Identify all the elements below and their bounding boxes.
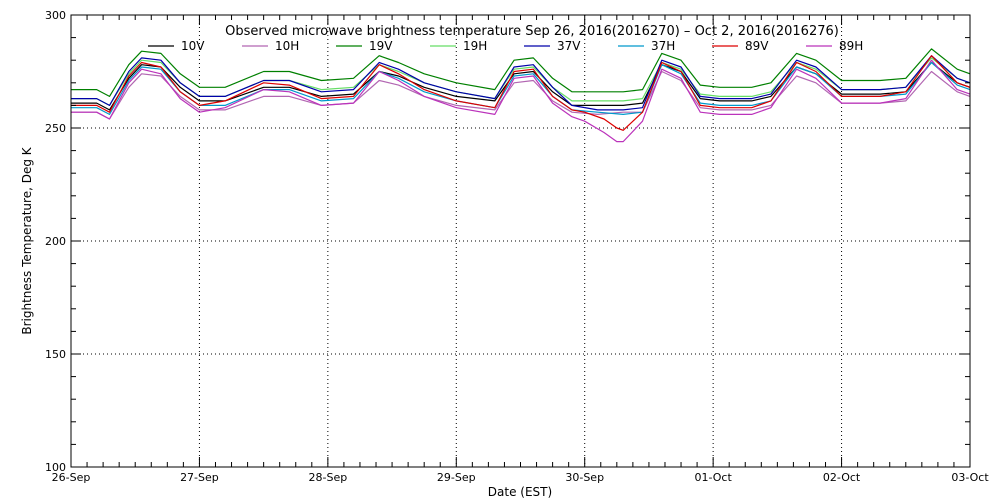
x-axis-title: Date (EST) bbox=[488, 485, 552, 499]
y-axis-title: Brightness Temperature, Deg K bbox=[20, 146, 34, 334]
chart-title: Observed microwave brightness temperatur… bbox=[225, 24, 839, 39]
legend-label-89V: 89V bbox=[745, 39, 769, 53]
y-tick-label: 150 bbox=[45, 348, 66, 361]
series-line-19V bbox=[71, 48, 971, 98]
series-line-10H bbox=[71, 70, 971, 120]
axis-ticks bbox=[70, 14, 971, 468]
legend-label-10V: 10V bbox=[181, 39, 205, 53]
legend-label-37H: 37H bbox=[651, 39, 675, 53]
legend-label-10H: 10H bbox=[275, 39, 299, 53]
x-tick-label: 03-Oct bbox=[951, 471, 989, 484]
y-tick-label: 250 bbox=[45, 122, 66, 135]
x-tick-label: 29-Sep bbox=[437, 471, 476, 484]
series-line-37V bbox=[71, 55, 971, 111]
x-tick-label: 02-Oct bbox=[823, 471, 861, 484]
x-tick-label: 27-Sep bbox=[180, 471, 219, 484]
x-tick-label: 28-Sep bbox=[309, 471, 348, 484]
series-line-89V bbox=[71, 55, 971, 131]
series-lines bbox=[71, 48, 971, 143]
legend-label-89H: 89H bbox=[839, 39, 863, 53]
legend-label-19H: 19H bbox=[463, 39, 487, 53]
y-tick-label: 300 bbox=[45, 9, 66, 22]
x-tick-label: 30-Sep bbox=[565, 471, 604, 484]
legend-label-19V: 19V bbox=[369, 39, 393, 53]
y-tick-label: 100 bbox=[45, 461, 66, 474]
x-tick-label: 26-Sep bbox=[52, 471, 91, 484]
legend-label-37V: 37V bbox=[557, 39, 581, 53]
y-tick-label: 200 bbox=[45, 235, 66, 248]
tick-labels: 100 150 200 250 300 26-Sep 27-Sep 28-Sep 29-Sep 3… bbox=[45, 9, 989, 484]
grid-lines bbox=[71, 15, 970, 467]
legend: 10V 10H 19V 19H 37V 37H 89V 89H bbox=[148, 39, 863, 53]
series-line-89H bbox=[71, 59, 971, 143]
x-tick-label: 01-Oct bbox=[694, 471, 732, 484]
